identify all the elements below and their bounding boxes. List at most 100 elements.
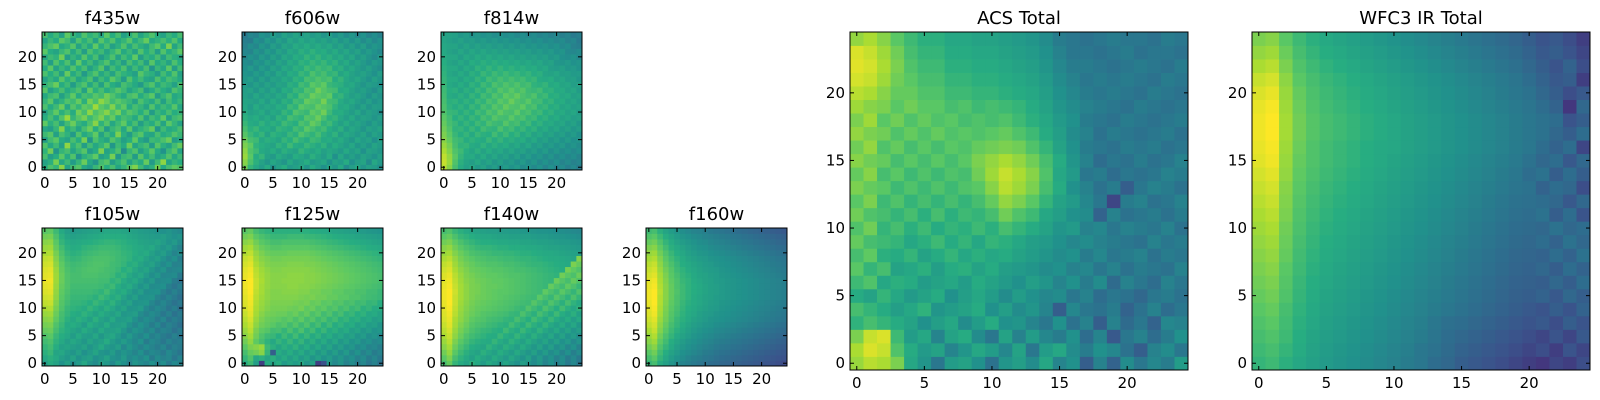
heatmap-cell <box>497 327 504 334</box>
heatmap-cell <box>137 310 144 317</box>
heatmap-cell <box>542 114 549 121</box>
heatmap-cell <box>115 114 122 121</box>
heatmap-cell <box>98 131 105 138</box>
heatmap-cell <box>360 153 367 160</box>
heatmap-cell <box>463 294 470 301</box>
heatmap-cell <box>741 321 748 328</box>
heatmap-cell <box>343 59 350 66</box>
heatmap-cell <box>519 288 526 295</box>
heatmap-cell <box>281 32 288 38</box>
heatmap-cell <box>332 87 339 94</box>
heatmap-cell <box>542 266 549 273</box>
heatmap-cell <box>730 272 737 279</box>
heatmap-cell <box>446 114 453 121</box>
heatmap-cell <box>736 239 743 245</box>
heatmap-cell <box>258 103 265 110</box>
heatmap-cell <box>713 228 720 234</box>
heatmap-cell <box>679 338 686 345</box>
heatmap-cell <box>741 343 748 350</box>
y-tick-label: 5 <box>27 327 37 345</box>
heatmap-cell <box>92 164 99 171</box>
heatmap-cell <box>366 103 373 110</box>
heatmap-cell <box>320 32 327 38</box>
heatmap-cell <box>53 114 60 121</box>
heatmap-cell <box>75 120 82 127</box>
heatmap-cell <box>668 250 675 256</box>
heatmap-cell <box>708 233 715 240</box>
heatmap-cell <box>137 98 144 105</box>
heatmap-cell <box>1079 180 1094 195</box>
heatmap-cell <box>115 87 122 94</box>
heatmap-cell <box>565 294 572 301</box>
heatmap-cell <box>519 277 526 284</box>
heatmap-cell <box>315 288 322 295</box>
heatmap-cell <box>469 261 476 268</box>
heatmap-cell <box>525 354 532 361</box>
heatmap-cell <box>1093 342 1108 357</box>
heatmap-cell <box>1079 167 1094 182</box>
heatmap-cell <box>270 261 277 268</box>
heatmap-cell <box>452 59 459 66</box>
heatmap-cell <box>137 76 144 83</box>
heatmap-cell <box>781 255 788 262</box>
heatmap-cell <box>64 147 71 154</box>
heatmap-cell <box>42 310 49 317</box>
heatmap-cell <box>304 332 311 339</box>
heatmap-cell <box>64 316 71 323</box>
heatmap-cell <box>366 87 373 94</box>
heatmap-cell <box>309 349 316 356</box>
heatmap-cell <box>149 54 156 60</box>
heatmap-cell <box>132 332 139 339</box>
heatmap-cell <box>708 266 715 273</box>
heatmap-cell <box>747 288 754 295</box>
heatmap-cell <box>713 244 720 251</box>
heatmap-cell <box>491 233 498 240</box>
heatmap-cell <box>81 65 88 72</box>
heatmap-cell <box>149 136 156 143</box>
heatmap-cell <box>536 272 543 279</box>
heatmap-cell <box>166 299 173 306</box>
heatmap-cell <box>264 354 271 361</box>
heatmap-cell <box>531 321 538 328</box>
heatmap-cell <box>287 136 294 143</box>
heatmap-cell <box>58 332 65 339</box>
heatmap-cell <box>332 321 339 328</box>
heatmap-cell <box>366 92 373 99</box>
heatmap-cell <box>81 360 88 367</box>
heatmap-cell <box>497 120 504 127</box>
heatmap-cell <box>70 277 77 284</box>
heatmap-cell <box>154 316 161 323</box>
heatmap-cell <box>104 43 111 49</box>
heatmap-cell <box>702 283 709 290</box>
heatmap-cell <box>519 131 526 138</box>
heatmap-cell <box>463 321 470 328</box>
heatmap-cell <box>480 37 487 44</box>
heatmap-cell <box>298 349 305 356</box>
heatmap-cell <box>87 98 94 105</box>
heatmap-cell <box>120 37 127 44</box>
heatmap-cell <box>287 250 294 256</box>
heatmap-cell <box>258 76 265 83</box>
heatmap-cell <box>149 244 156 251</box>
heatmap-cell <box>463 164 470 171</box>
heatmap-cell <box>92 305 99 312</box>
heatmap-cell <box>253 54 260 60</box>
heatmap-cell <box>270 136 277 143</box>
heatmap-cell <box>166 250 173 256</box>
heatmap-cell <box>171 288 178 295</box>
heatmap-cell <box>177 239 184 245</box>
heatmap-cell <box>149 343 156 350</box>
heatmap-cell <box>264 343 271 350</box>
heatmap-cell <box>309 239 316 245</box>
heatmap-cell <box>349 32 356 38</box>
heatmap-cell <box>519 338 526 345</box>
heatmap-cell <box>514 142 521 149</box>
heatmap-cell <box>132 321 139 328</box>
heatmap-cell <box>42 316 49 323</box>
heatmap-cell <box>137 343 144 350</box>
heatmap-cell <box>53 354 60 361</box>
heatmap-cell <box>730 354 737 361</box>
heatmap-cell <box>109 277 116 284</box>
heatmap-cell <box>674 321 681 328</box>
